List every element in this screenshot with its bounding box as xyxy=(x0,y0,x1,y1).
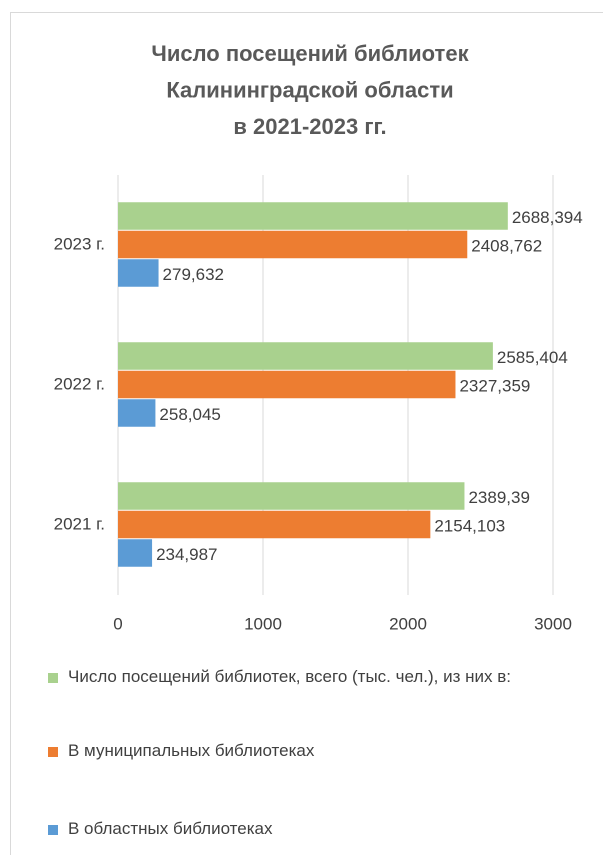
data-label: 2408,762 xyxy=(471,236,542,255)
bar xyxy=(118,482,465,510)
bar xyxy=(118,539,153,567)
legend-item: В муниципальных библиотеках xyxy=(48,738,588,764)
x-tick-label: 2000 xyxy=(389,614,427,633)
bar xyxy=(118,399,156,427)
data-label: 2154,103 xyxy=(434,516,505,535)
bar xyxy=(118,342,493,370)
data-label: 234,987 xyxy=(156,545,217,564)
y-tick-label: 2021 г. xyxy=(54,514,105,533)
legend-swatch xyxy=(48,747,58,757)
chart-border xyxy=(10,12,603,855)
x-tick-label: 1000 xyxy=(244,614,282,633)
legend-label: В областных библиотеках xyxy=(68,819,273,838)
data-label: 258,045 xyxy=(159,405,220,424)
legend-label: Число посещений библиотек, всего (тыс. ч… xyxy=(68,667,512,686)
legend-item: В областных библиотеках xyxy=(48,816,588,842)
bar xyxy=(118,510,431,539)
chart-title: Калининградской области xyxy=(166,77,453,102)
data-label: 2688,394 xyxy=(512,208,583,227)
chart-title: Число посещений библиотек xyxy=(151,41,469,66)
data-label: 2585,404 xyxy=(497,348,568,367)
bar xyxy=(118,202,508,230)
bar xyxy=(118,370,456,399)
data-label: 279,632 xyxy=(163,265,224,284)
data-label: 2389,39 xyxy=(468,488,529,507)
bar xyxy=(118,230,468,259)
y-tick-label: 2023 г. xyxy=(54,234,105,253)
data-label: 2327,359 xyxy=(459,376,530,395)
x-tick-label: 0 xyxy=(113,614,122,633)
legend-swatch xyxy=(48,825,58,835)
legend-label: В муниципальных библиотеках xyxy=(68,741,315,760)
legend-item: Число посещений библиотек, всего (тыс. ч… xyxy=(48,664,588,690)
bar xyxy=(118,259,159,287)
legend-swatch xyxy=(48,673,58,683)
x-tick-label: 3000 xyxy=(534,614,572,633)
chart-title: в 2021-2023 гг. xyxy=(233,114,386,139)
y-tick-label: 2022 г. xyxy=(54,374,105,393)
